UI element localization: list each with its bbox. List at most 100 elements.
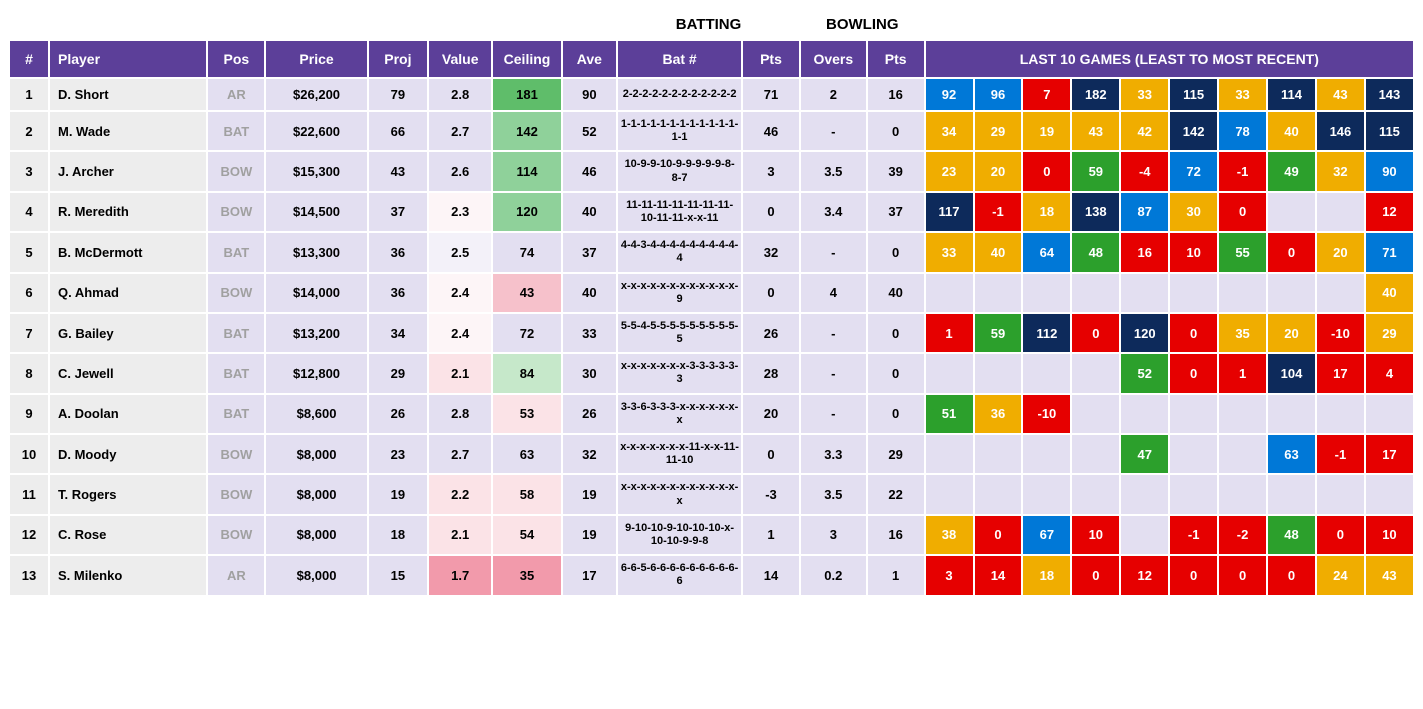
row-pos: BAT [208,395,264,433]
game-cell-1: 0 [975,516,1022,554]
row-value: 2.7 [429,435,492,473]
row-ave: 19 [563,516,617,554]
game-cell-7: 63 [1268,435,1315,473]
game-cell-3 [1072,395,1119,433]
game-cell-3 [1072,274,1119,312]
game-cell-3: 59 [1072,152,1119,190]
row-ave: 37 [563,233,617,271]
super-header-row: BATTING BOWLING [10,10,1413,39]
game-cell-0: 34 [926,112,973,150]
row-overs: - [801,395,866,433]
row-batnum: 9-10-10-9-10-10-10-x-10-10-9-9-8 [618,516,741,554]
col-price[interactable]: Price [266,41,367,77]
row-overs: 3 [801,516,866,554]
header-row: # Player Pos Price Proj Value Ceiling Av… [10,41,1413,77]
game-cell-9: 40 [1366,274,1413,312]
row-pos: BOW [208,152,264,190]
row-overs: 0.2 [801,556,866,594]
row-batpts: 32 [743,233,799,271]
game-cell-5: 30 [1170,193,1217,231]
game-cell-7 [1268,475,1315,513]
game-cell-5 [1170,475,1217,513]
game-cell-4: 12 [1121,556,1168,594]
row-price: $8,000 [266,475,367,513]
col-batnum[interactable]: Bat # [618,41,741,77]
row-bowpts: 0 [868,354,924,392]
col-pos[interactable]: Pos [208,41,264,77]
row-batpts: 71 [743,79,799,110]
row-ave: 90 [563,79,617,110]
table-row: 1D. ShortAR$26,200792.8181902-2-2-2-2-2-… [10,79,1413,110]
game-cell-4 [1121,475,1168,513]
row-ave: 40 [563,274,617,312]
row-batpts: -3 [743,475,799,513]
row-batnum: 5-5-4-5-5-5-5-5-5-5-5-5-5 [618,314,741,352]
col-ave[interactable]: Ave [563,41,617,77]
row-batnum: 4-4-3-4-4-4-4-4-4-4-4-4-4 [618,233,741,271]
row-pos: BOW [208,475,264,513]
row-batnum: 6-6-5-6-6-6-6-6-6-6-6-6-6 [618,556,741,594]
table-row: 10D. MoodyBOW$8,000232.76332x-x-x-x-x-x-… [10,435,1413,473]
game-cell-2: 67 [1023,516,1070,554]
game-cell-0: 33 [926,233,973,271]
row-value: 2.4 [429,314,492,352]
col-bowpts[interactable]: Pts [868,41,924,77]
game-cell-9: 143 [1366,79,1413,110]
game-cell-7: 0 [1268,233,1315,271]
row-player: T. Rogers [50,475,206,513]
col-last10[interactable]: LAST 10 GAMES (LEAST TO MOST RECENT) [926,41,1413,77]
game-cell-6: 35 [1219,314,1266,352]
col-overs[interactable]: Overs [801,41,866,77]
game-cell-2: 64 [1023,233,1070,271]
row-player: D. Short [50,79,206,110]
game-cell-9: 4 [1366,354,1413,392]
table-row: 7G. BaileyBAT$13,200342.472335-5-4-5-5-5… [10,314,1413,352]
row-batpts: 26 [743,314,799,352]
row-price: $15,300 [266,152,367,190]
row-value: 2.7 [429,112,492,150]
row-proj: 36 [369,233,427,271]
row-overs: - [801,112,866,150]
row-pos: AR [208,556,264,594]
game-cell-4: 120 [1121,314,1168,352]
row-batnum: 10-9-9-10-9-9-9-9-9-8-8-7 [618,152,741,190]
row-player: R. Meredith [50,193,206,231]
row-player: J. Archer [50,152,206,190]
game-cell-1: 14 [975,556,1022,594]
row-proj: 15 [369,556,427,594]
col-proj[interactable]: Proj [369,41,427,77]
row-player: S. Milenko [50,556,206,594]
game-cell-4: 42 [1121,112,1168,150]
row-ceiling: 142 [493,112,560,150]
row-batpts: 3 [743,152,799,190]
row-num: 12 [10,516,48,554]
row-ceiling: 84 [493,354,560,392]
game-cell-0: 51 [926,395,973,433]
col-batpts[interactable]: Pts [743,41,799,77]
col-ceiling[interactable]: Ceiling [493,41,560,77]
game-cell-5: 10 [1170,233,1217,271]
col-player[interactable]: Player [50,41,206,77]
game-cell-7 [1268,193,1315,231]
table-row: 11T. RogersBOW$8,000192.25819x-x-x-x-x-x… [10,475,1413,513]
row-player: D. Moody [50,435,206,473]
row-proj: 23 [369,435,427,473]
game-cell-2 [1023,435,1070,473]
game-cell-4 [1121,395,1168,433]
row-ave: 19 [563,475,617,513]
table-row: 6Q. AhmadBOW$14,000362.44340x-x-x-x-x-x-… [10,274,1413,312]
col-value[interactable]: Value [429,41,492,77]
row-ave: 52 [563,112,617,150]
row-batpts: 1 [743,516,799,554]
row-ceiling: 74 [493,233,560,271]
row-proj: 79 [369,79,427,110]
game-cell-6: -1 [1219,152,1266,190]
stats-table: BATTING BOWLING # Player Pos Price Proj … [8,8,1415,597]
row-pos: BAT [208,112,264,150]
row-batpts: 20 [743,395,799,433]
row-num: 9 [10,395,48,433]
row-price: $26,200 [266,79,367,110]
row-batnum: x-x-x-x-x-x-x-11-x-x-11-11-10 [618,435,741,473]
col-num[interactable]: # [10,41,48,77]
row-ceiling: 53 [493,395,560,433]
